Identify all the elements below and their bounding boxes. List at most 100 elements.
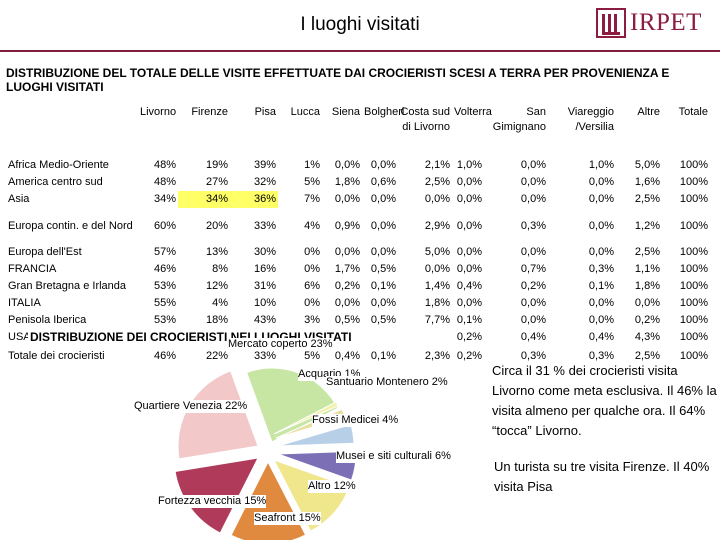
table-cell: 22%	[205, 350, 228, 362]
table-cell: 1,2%	[634, 219, 660, 232]
table-cell: 2,9%	[424, 219, 450, 232]
table-row: ITALIA 55% 4% 10% 0% 0,0% 0,0% 1,8% 0,0% 0,0% 0,0%…	[6, 295, 710, 312]
table-cell: 16%	[253, 263, 276, 275]
table-cell: 20%	[205, 219, 228, 232]
table-cell: 0,3%	[520, 350, 546, 362]
pie-label: Altro 12%	[308, 480, 356, 493]
table-title: DISTRIBUZIONE DEL TOTALE DELLE VISITE EF…	[6, 66, 670, 94]
table-cell: 4,3%	[634, 331, 660, 343]
row-label: America centro sud	[8, 176, 103, 188]
table-cell: 0,0%	[456, 297, 482, 309]
table-cell: 46%	[153, 263, 176, 275]
table-row: Africa Medio-Oriente 48% 19% 39% 1% 0,0% 0,0% 2…	[6, 157, 710, 174]
table-cell: 0,4%	[588, 331, 614, 343]
row-label: Penisola Iberica	[8, 314, 87, 326]
pie-label: Seafront 15%	[254, 512, 321, 525]
table-cell: 1%	[304, 159, 320, 171]
table-cell: 0,0%	[588, 193, 614, 205]
row-label: Gran Bretagna e Irlanda	[8, 280, 127, 292]
table-cell: 100%	[679, 350, 708, 362]
table-cell: 30%	[253, 246, 276, 258]
table-row: FRANCIA 46% 8% 16% 0% 1,7% 0,5% 0,0% 0,0% 0,7% 0,3…	[6, 261, 710, 278]
table-cell: 10%	[253, 297, 276, 309]
page-title: I luoghi visitati	[300, 14, 420, 35]
table-cell: 100%	[679, 159, 708, 171]
table-cell: 1,1%	[634, 263, 660, 275]
table-cell: 0,0%	[588, 314, 614, 326]
table-cell: 12%	[205, 280, 228, 292]
table-cell: 0,4%	[334, 350, 360, 362]
table-cell: 0,1%	[456, 314, 482, 326]
table-cell: 48%	[153, 176, 176, 188]
table-cell: 100%	[679, 297, 708, 309]
table-cell: 6%	[304, 280, 320, 292]
table-cell: 0,0%	[588, 246, 614, 258]
column-header: Costa sud di Livorno	[400, 106, 450, 133]
table-cell: 0,3%	[588, 263, 614, 275]
table-row: Penisola Iberica 53% 18% 43% 3% 0,5% 0,5% 7,7% 0…	[6, 312, 710, 329]
table-cell: 31%	[253, 280, 276, 292]
column-header: Viareggio /Versilia	[567, 106, 614, 133]
note-livorno: Circa il 31 % dei crocieristi visita Liv…	[492, 363, 717, 438]
row-label: Asia	[8, 193, 30, 205]
table-cell: 0,4%	[520, 331, 546, 343]
column-header: Volterra	[454, 106, 492, 118]
pie-label: Santuario Montenero 2%	[326, 376, 448, 389]
column-header: Siena	[331, 106, 360, 118]
table-cell: 0,1%	[370, 280, 396, 292]
pie-slice-quartiere-venezia	[177, 370, 259, 460]
table-cell: 100%	[679, 263, 708, 275]
table-cell: 0,5%	[370, 263, 396, 275]
logo-mark-icon	[596, 8, 626, 38]
table-cell: 0,7%	[520, 263, 546, 275]
table-cell: 0,0%	[424, 263, 450, 275]
table-header-row: Livorno Firenze Pisa Lucca Siena Bolgheri Cost…	[6, 105, 710, 157]
table-cell: 43%	[253, 314, 276, 326]
table-cell: 0,2%	[456, 350, 482, 362]
column-header: Pisa	[254, 106, 276, 118]
table-cell: 2,5%	[634, 246, 660, 258]
table-cell: 0,1%	[370, 350, 396, 362]
table-cell: 0,0%	[520, 314, 546, 326]
table-cell: 0,3%	[588, 350, 614, 362]
pie-label: Fossi Medicei 4%	[312, 414, 399, 427]
table-cell: 0,0%	[520, 297, 546, 309]
table-cell: 0,5%	[334, 314, 360, 326]
table-cell: 39%	[253, 159, 276, 171]
pie-label: Musei e siti culturali 6%	[336, 450, 451, 463]
table-cell: 46%	[153, 350, 176, 362]
table-cell: 0,0%	[370, 193, 396, 205]
row-label: FRANCIA	[8, 263, 57, 275]
table-cell: 60%	[153, 219, 176, 232]
table-cell: 1,8%	[424, 297, 450, 309]
table-cell: 34%	[178, 191, 230, 208]
table-cell: 33%	[253, 219, 276, 232]
table-cell: 0,0%	[334, 193, 360, 205]
table-cell: 5,0%	[634, 159, 660, 171]
table-cell: 19%	[205, 159, 228, 171]
header-divider	[0, 50, 720, 52]
table-cell: 100%	[679, 176, 708, 188]
table-cell: 5,0%	[424, 246, 450, 258]
table-cell: 5%	[304, 176, 320, 188]
table-cell: 0,0%	[456, 219, 482, 232]
table-cell: 3%	[304, 314, 320, 326]
irpet-logo: IRPET	[596, 6, 714, 44]
table-cell: 7%	[304, 193, 320, 205]
table-cell: 1,4%	[424, 280, 450, 292]
table-cell: 2,5%	[424, 176, 450, 188]
table-cell: 2,3%	[424, 350, 450, 362]
table-cell: 0,5%	[370, 314, 396, 326]
pie-slice-acquario	[273, 401, 339, 435]
table-cell: 0%	[304, 246, 320, 258]
row-label: Europa dell'Est	[8, 246, 82, 258]
table-cell: 36%	[230, 191, 278, 208]
table-cell: 0,0%	[370, 246, 396, 258]
column-header: Firenze	[191, 106, 228, 118]
table-cell: 0,0%	[334, 246, 360, 258]
table-cell: 1,8%	[334, 176, 360, 188]
column-header: Livorno	[140, 106, 177, 118]
row-label: Europa contin. e del Nord	[8, 219, 133, 232]
table-cell: 48%	[153, 159, 176, 171]
table-cell: 0,0%	[520, 176, 546, 188]
